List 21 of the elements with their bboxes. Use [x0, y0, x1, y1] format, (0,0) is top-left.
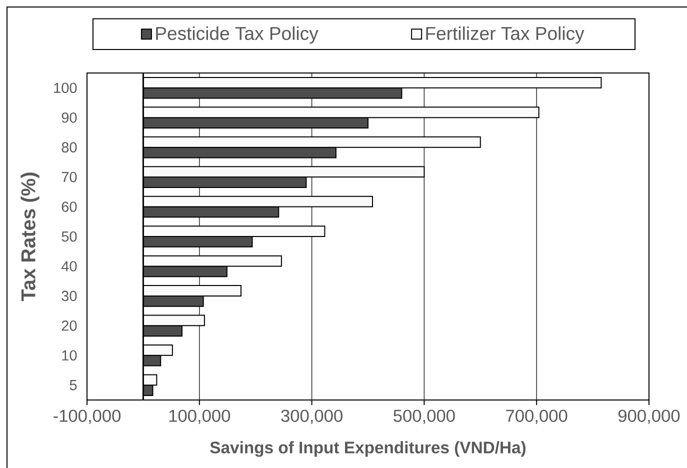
legend-label: Pesticide Tax Policy	[156, 26, 318, 44]
x-tick-label: 100,000	[169, 410, 230, 424]
y-tick-label: 20	[62, 320, 77, 331]
y-tick-label: 30	[62, 290, 77, 302]
y-tick-label: 50	[62, 231, 77, 242]
y-tick-label: 5	[70, 380, 77, 390]
y-axis-title: Tax Rates (%)	[20, 172, 40, 302]
legend-label: Fertilizer Tax Policy	[426, 26, 584, 44]
x-tick-label: 500,000	[394, 410, 455, 424]
y-tick-label: 70	[62, 172, 77, 182]
y-tick-label: 60	[62, 202, 77, 212]
y-tick-label: 80	[62, 142, 77, 152]
x-tick-label: 900,000	[618, 410, 680, 424]
y-tick-label: 10	[62, 350, 77, 361]
x-tick-label: 700,000	[506, 410, 568, 424]
y-tick-label: 40	[61, 261, 77, 272]
x-axis-title: Savings of Input Expenditures (VND/Ha)	[210, 441, 526, 457]
y-tick-label: 100	[54, 82, 77, 94]
x-tick-label: -100,000	[54, 410, 121, 424]
x-tick-label: 300,000	[281, 410, 342, 424]
y-tick-label: 90	[62, 112, 77, 123]
